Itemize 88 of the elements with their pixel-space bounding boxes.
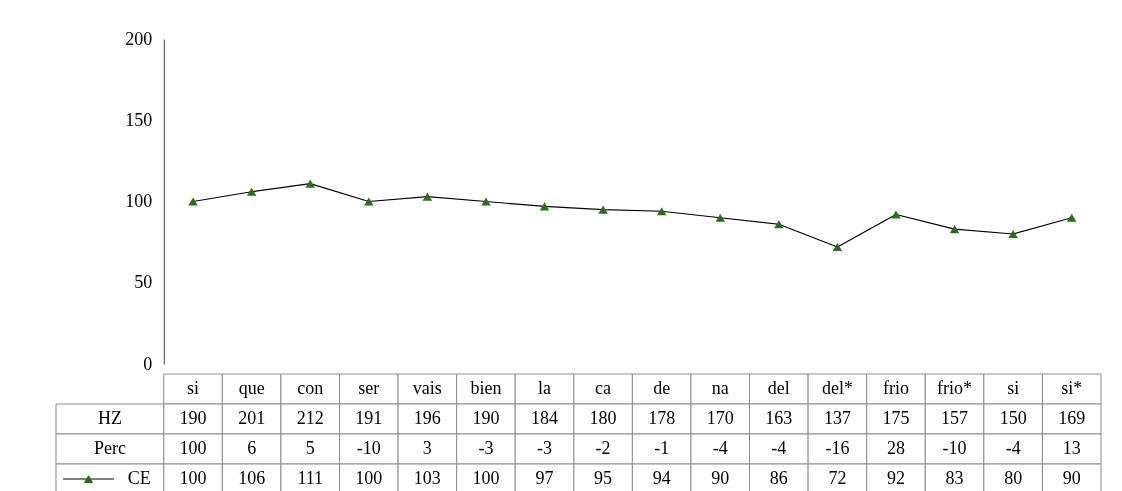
point <box>188 197 198 206</box>
x-tick-label: ser <box>358 378 380 398</box>
x-tick-label: vais <box>412 378 442 398</box>
point <box>656 207 667 216</box>
y-tick-label: 200 <box>125 28 153 49</box>
text: 184 <box>531 408 559 428</box>
x-tick-label: ca <box>595 378 612 398</box>
point <box>364 197 374 206</box>
text: 178 <box>648 408 676 428</box>
text: -3 <box>478 438 494 458</box>
text: 201 <box>238 408 266 428</box>
x-tick-label: del <box>767 378 790 398</box>
text: 13 <box>1062 438 1081 458</box>
text: -16 <box>825 438 850 458</box>
text: 180 <box>589 408 617 428</box>
x-tick-label: con <box>297 378 324 398</box>
text: 6 <box>247 438 257 458</box>
text: 163 <box>765 408 793 428</box>
x-tick-label: la <box>538 378 552 398</box>
point <box>949 225 960 234</box>
data-label: 72 <box>828 468 847 488</box>
point <box>246 187 257 196</box>
x-tick-label: si <box>187 378 200 398</box>
text: 3 <box>422 438 432 458</box>
y-tick-label: 150 <box>125 109 153 130</box>
text: -1 <box>654 438 670 458</box>
x-tick-label: que <box>238 378 265 398</box>
data-label: 100 <box>472 468 500 488</box>
data-label: 92 <box>886 468 905 488</box>
x-tick-label: na <box>711 378 729 398</box>
x-tick-label: bien <box>470 378 502 398</box>
text: 190 <box>179 408 207 428</box>
y-tick-label: 0 <box>143 353 153 374</box>
text: Perc <box>93 438 126 458</box>
x-tick-label: si* <box>1061 378 1083 398</box>
data-label: 111 <box>297 468 324 488</box>
text: -10 <box>942 438 967 458</box>
text: 157 <box>941 408 969 428</box>
data-label: 95 <box>594 468 613 488</box>
text: 170 <box>706 408 734 428</box>
point <box>1066 213 1077 222</box>
text: -3 <box>537 438 553 458</box>
x-tick-label: si <box>1007 378 1020 398</box>
y-tick-label: 100 <box>125 191 153 211</box>
data-label: 100 <box>179 468 207 488</box>
text: 28 <box>886 438 905 458</box>
data-label: 90 <box>1062 468 1081 488</box>
x-tick-label: del* <box>821 378 853 398</box>
text: 212 <box>296 408 324 428</box>
data-label: 83 <box>945 468 964 488</box>
data-label: 80 <box>1004 468 1023 488</box>
data-label: 90 <box>711 468 730 488</box>
text: -10 <box>356 438 381 458</box>
point <box>1008 229 1018 239</box>
point <box>774 220 784 229</box>
data-label: 100 <box>355 468 383 488</box>
point <box>539 202 550 211</box>
data-label: 97 <box>535 468 554 488</box>
text: -4 <box>771 438 787 458</box>
data-label: 106 <box>238 468 266 488</box>
point <box>422 192 433 201</box>
text: 191 <box>355 408 383 428</box>
text: -4 <box>712 438 728 458</box>
x-tick-label: frio <box>882 378 909 398</box>
text: -2 <box>595 438 611 458</box>
text: 150 <box>999 408 1027 428</box>
point <box>481 197 491 206</box>
text: 100 <box>179 438 207 458</box>
point <box>715 213 725 222</box>
text: HZ <box>97 408 122 428</box>
legend-label: CE <box>127 468 151 488</box>
text: 137 <box>823 408 851 428</box>
point <box>305 179 315 188</box>
text: 5 <box>305 438 315 458</box>
point <box>891 210 901 219</box>
data-label: 94 <box>652 468 671 488</box>
text: -4 <box>1005 438 1021 458</box>
x-tick-label: frio* <box>937 378 973 398</box>
point <box>598 205 608 214</box>
data-label: 86 <box>769 468 788 488</box>
y-tick-label: 50 <box>134 272 153 293</box>
point <box>832 242 843 252</box>
text: 175 <box>882 408 910 428</box>
text: 169 <box>1058 408 1086 428</box>
data-label: 103 <box>413 468 441 488</box>
text: 190 <box>472 408 500 428</box>
text: 196 <box>413 408 441 428</box>
x-tick-label: de <box>653 378 671 398</box>
